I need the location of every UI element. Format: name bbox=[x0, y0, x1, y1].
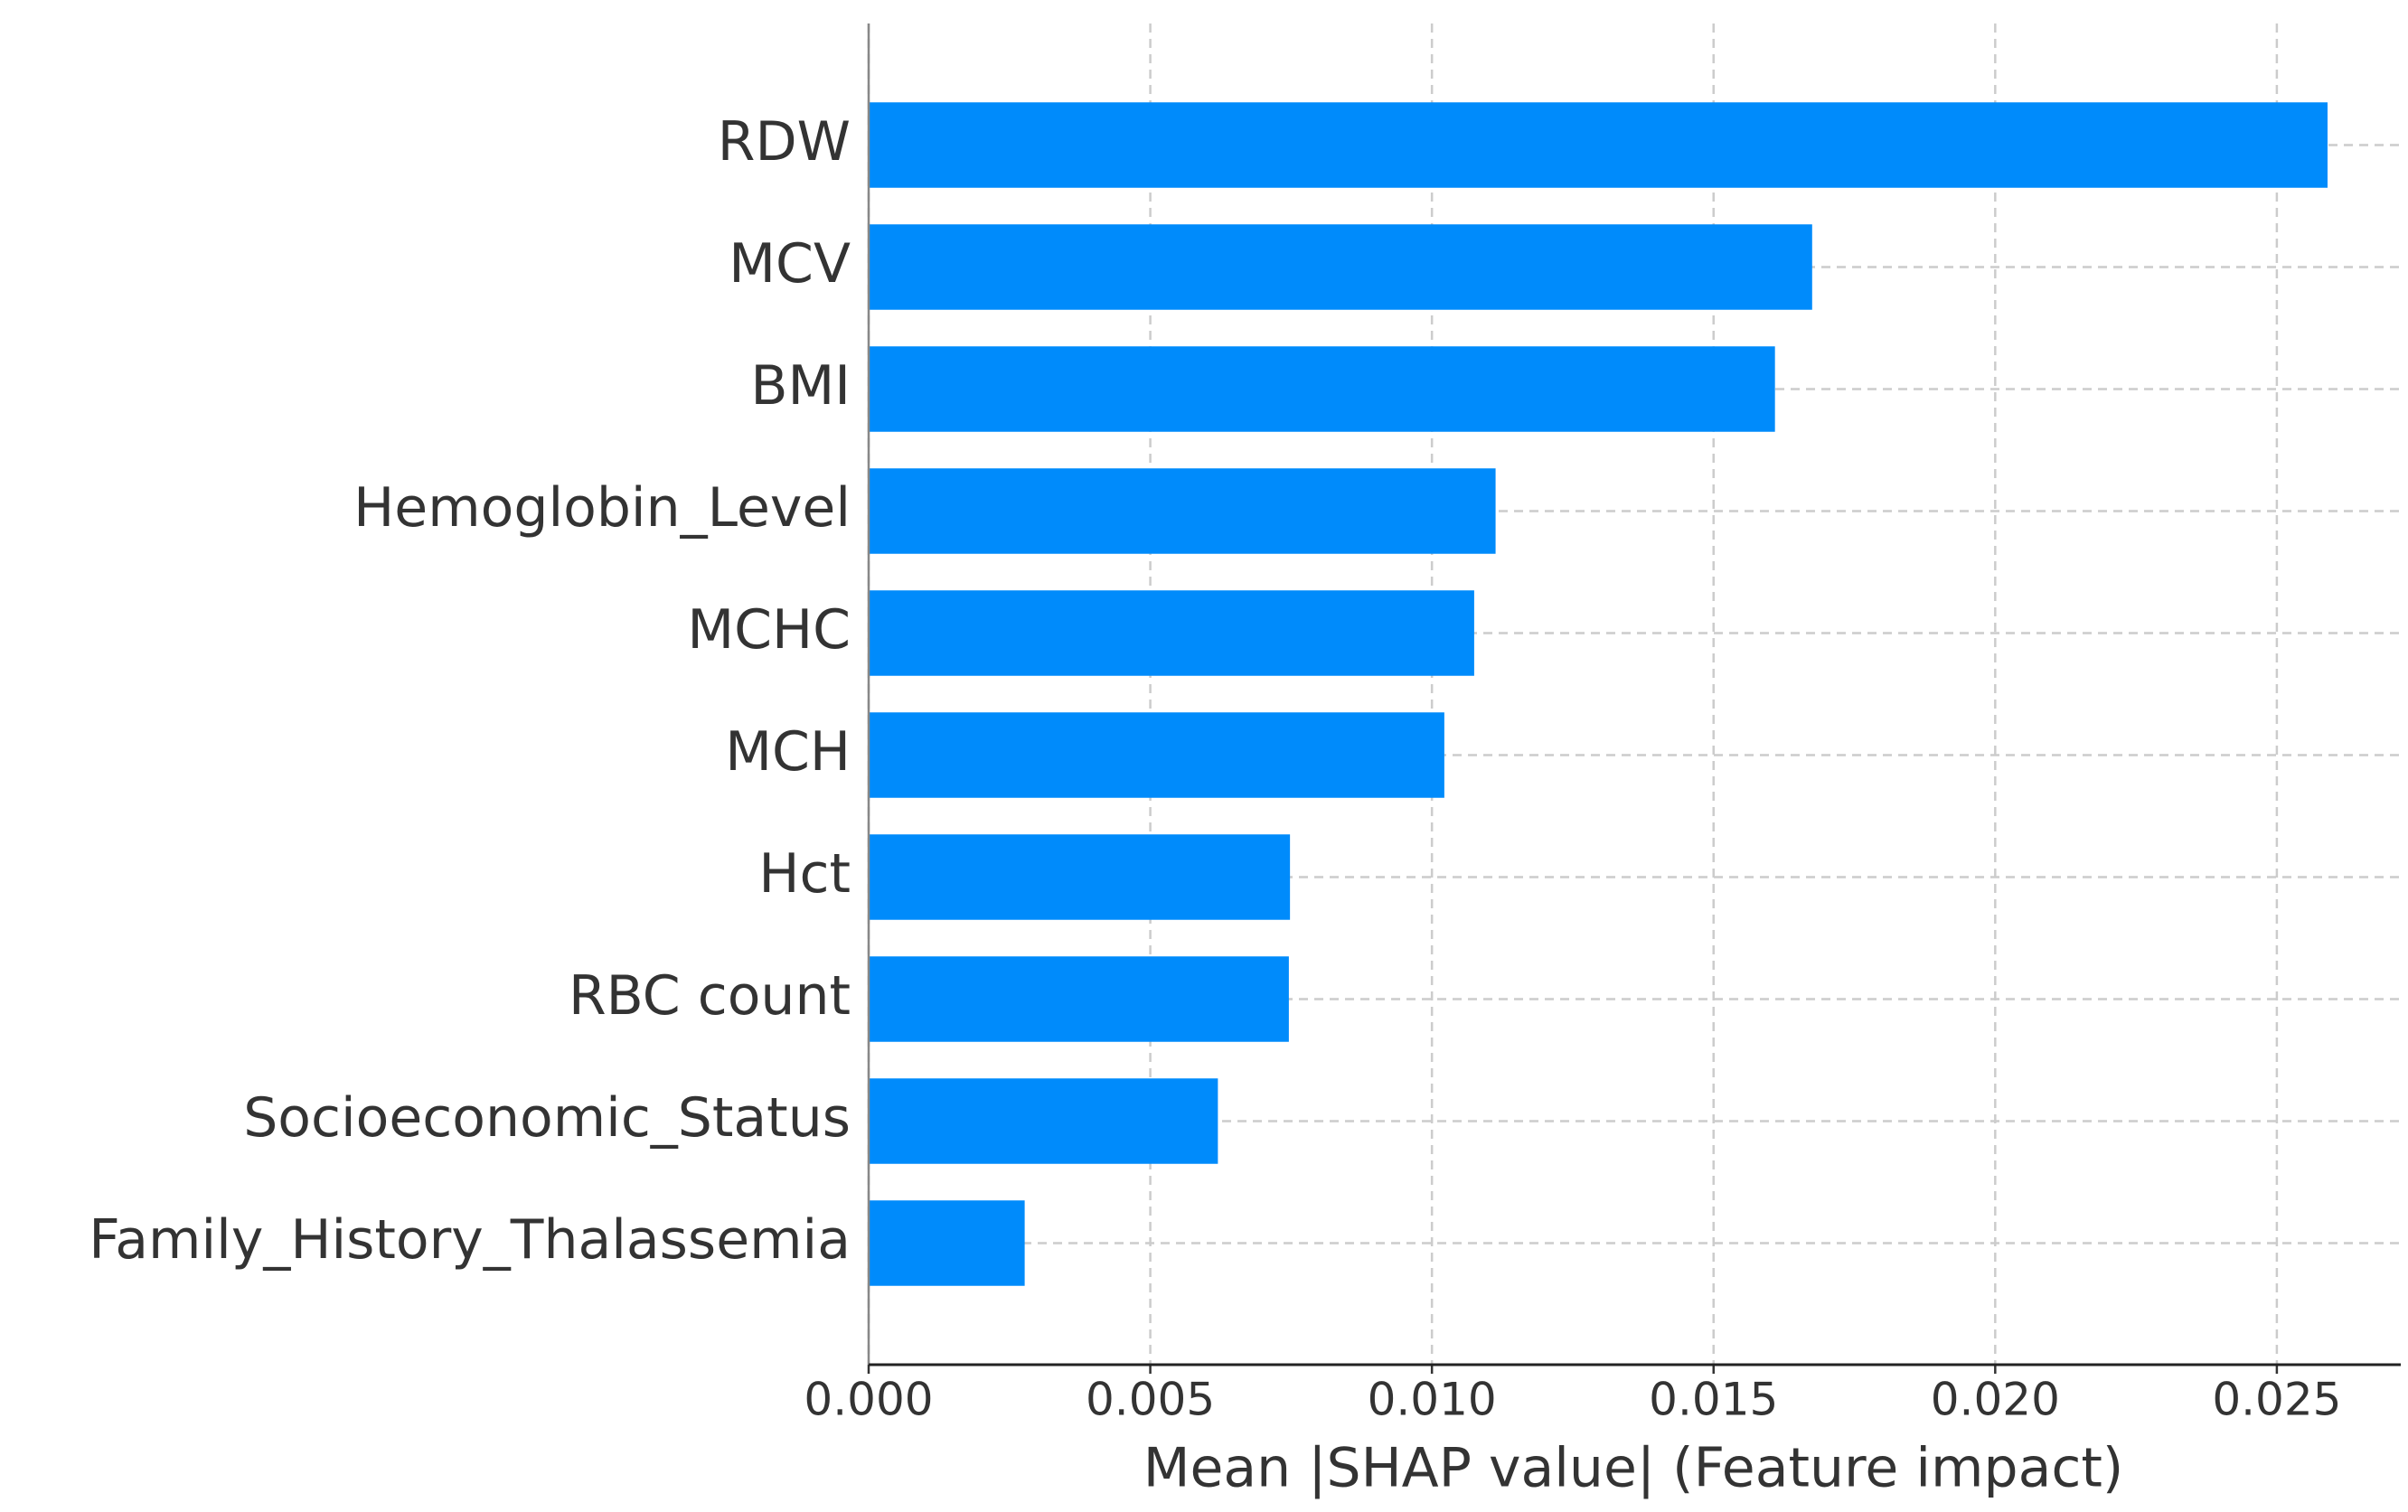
y-tick-label: RDW bbox=[718, 110, 851, 174]
bar bbox=[869, 956, 1289, 1042]
bar bbox=[869, 590, 1474, 676]
x-tick-label: 0.025 bbox=[2212, 1374, 2341, 1426]
bar bbox=[869, 1078, 1218, 1164]
y-tick-label: MCV bbox=[729, 232, 851, 296]
y-tick-label: MCH bbox=[725, 720, 851, 784]
x-tick-label: 0.010 bbox=[1368, 1374, 1497, 1426]
x-tick-label: 0.000 bbox=[804, 1374, 933, 1426]
y-tick-label: Family_History_Thalassemia bbox=[89, 1208, 851, 1272]
bar bbox=[869, 468, 1496, 554]
x-tick-label: 0.020 bbox=[1931, 1374, 2060, 1426]
bar bbox=[869, 712, 1444, 798]
y-tick-label: MCHC bbox=[687, 598, 851, 662]
y-tick-label: Hemoglobin_Level bbox=[353, 476, 851, 540]
y-tick-label: Hct bbox=[758, 842, 851, 906]
y-tick-label: BMI bbox=[750, 354, 851, 418]
y-tick-label: Socioeconomic_Status bbox=[243, 1086, 851, 1150]
bar bbox=[869, 834, 1291, 920]
bar bbox=[869, 346, 1775, 432]
bar bbox=[869, 224, 1812, 310]
y-tick-label: RBC count bbox=[569, 964, 851, 1028]
x-tick-label: 0.005 bbox=[1086, 1374, 1215, 1426]
bar bbox=[869, 102, 2328, 188]
x-axis-label: Mean |SHAP value| (Feature impact) bbox=[1143, 1437, 2124, 1500]
bar bbox=[869, 1200, 1025, 1286]
x-tick-label: 0.015 bbox=[1649, 1374, 1778, 1426]
